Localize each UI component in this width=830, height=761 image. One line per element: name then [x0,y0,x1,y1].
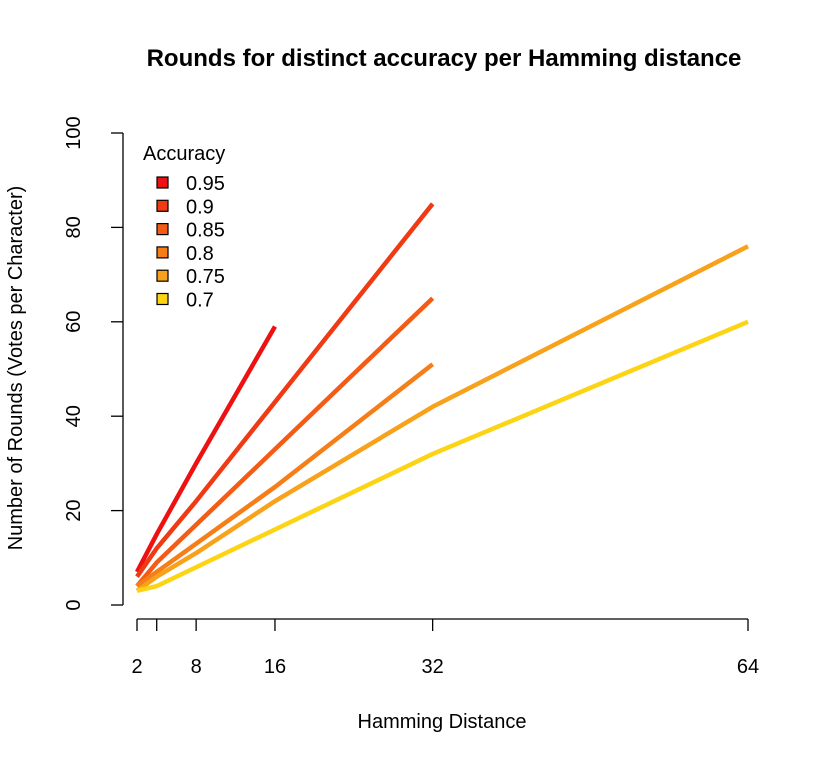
legend-swatch [156,223,169,236]
legend-label: 0.85 [186,220,225,242]
y-tick-label: 100 [63,116,85,149]
series-lines [135,202,750,594]
axes: 2 8 16 32 64 0 20 40 60 80 100 [63,116,759,678]
series-line-0.7 [136,319,749,594]
x-axis-label: Hamming Distance [358,711,527,733]
x-tick-label: 8 [191,656,202,678]
y-tick-label: 40 [63,405,85,427]
x-tick-label: 16 [264,656,286,678]
legend-swatch [156,199,169,212]
x-tick-label: 32 [422,656,444,678]
legend-swatch [156,176,169,189]
x-tick-label: 2 [131,656,142,678]
legend-label: 0.9 [186,196,214,218]
series-line-0.85 [135,296,435,588]
legend-swatch [156,246,169,259]
legend-label: 0.95 [186,173,225,195]
legend: Accuracy 0.950.90.850.80.750.7 [143,143,225,312]
y-tick-label: 0 [63,599,85,610]
legend-label: 0.8 [186,243,214,265]
y-tick-label: 60 [63,311,85,333]
legend-label: 0.75 [186,266,225,288]
x-tick-label: 64 [737,656,759,678]
y-tick-label: 20 [63,499,85,521]
y-axis-label: Number of Rounds (Votes per Character) [5,186,27,551]
series-line-0.8 [135,362,435,588]
y-tick-label: 80 [63,216,85,238]
series-line-0.95 [135,325,277,574]
legend-title: Accuracy [143,143,225,165]
series-line-0.75 [135,244,750,593]
chart-title: Rounds for distinct accuracy per Hamming… [147,45,742,72]
series-line-0.9 [135,202,435,578]
legend-label: 0.7 [186,290,214,312]
legend-swatch [156,269,169,282]
legend-swatch [156,292,169,306]
